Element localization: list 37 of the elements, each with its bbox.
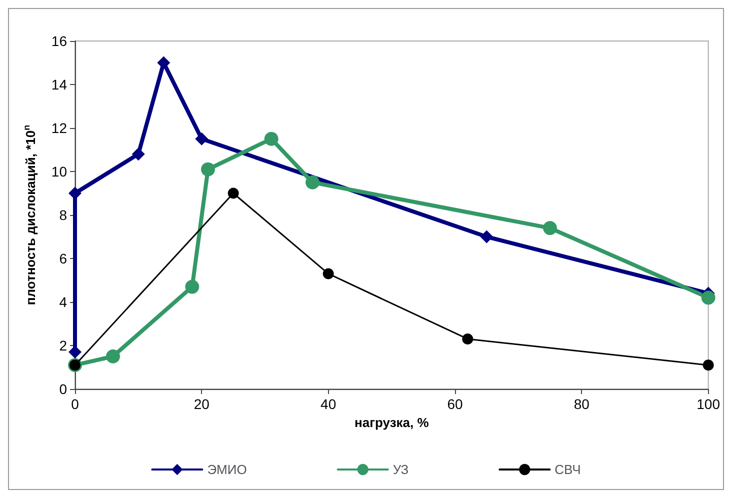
x-tick-label: 80: [574, 396, 590, 412]
point: [543, 221, 557, 236]
legend-label: СВЧ: [554, 462, 581, 477]
x-tick-label: 60: [447, 396, 463, 412]
point: [201, 162, 215, 176]
x-tick-label: 100: [696, 396, 720, 412]
point: [132, 148, 145, 161]
y-tick-label: 8: [59, 207, 68, 223]
point: [264, 132, 278, 146]
point: [322, 268, 334, 280]
point: [106, 349, 120, 364]
y-tick-label: 12: [51, 120, 68, 136]
point: [68, 186, 82, 200]
point: [68, 346, 82, 359]
x-axis-title: нагрузка, %: [354, 414, 430, 430]
legend-label: ЭМИО: [207, 462, 247, 477]
point: [701, 290, 716, 305]
y-tick-label: 0: [59, 381, 68, 397]
x-tick-label: 0: [71, 396, 80, 412]
y-tick-label: 14: [51, 76, 68, 92]
point: [157, 56, 170, 70]
point: [462, 333, 474, 344]
legend-label: УЗ: [392, 462, 409, 477]
y-axis-title: плотность дислокаций, *10n: [22, 124, 38, 306]
point: [228, 188, 239, 199]
x-tick-label: 20: [194, 396, 210, 412]
point: [185, 280, 200, 294]
x-tick-label: 40: [320, 396, 336, 412]
point: [702, 360, 714, 371]
y-tick-label: 10: [51, 164, 68, 180]
point: [195, 132, 208, 146]
y-tick-label: 6: [59, 250, 68, 266]
point: [480, 230, 494, 244]
y-tick-label: 16: [51, 33, 68, 49]
point: [306, 175, 320, 190]
y-tick-label: 2: [59, 338, 68, 354]
y-tick-label: 4: [59, 294, 68, 310]
